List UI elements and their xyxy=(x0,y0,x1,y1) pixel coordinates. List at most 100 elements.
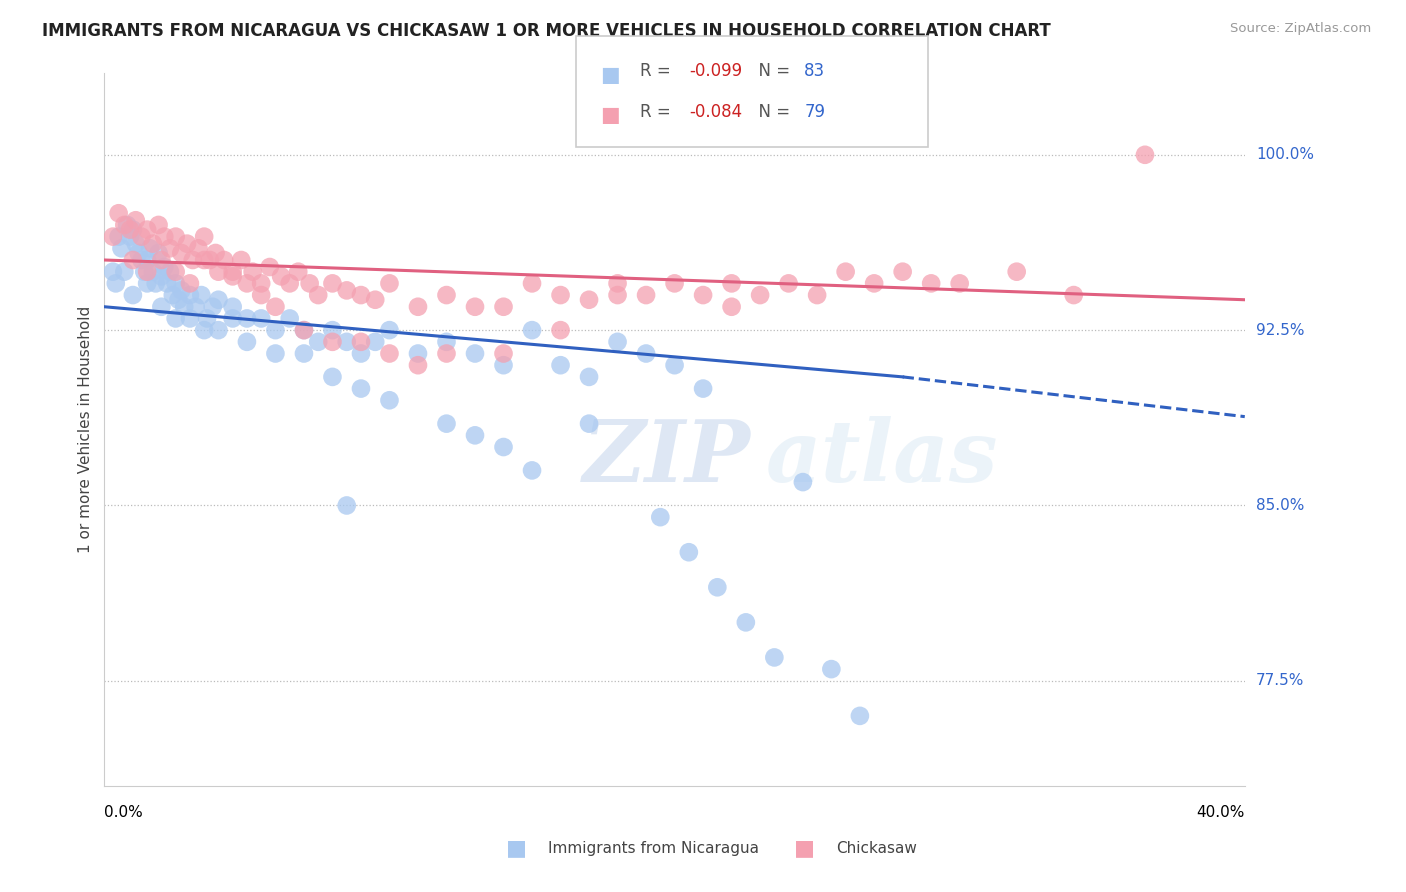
Point xyxy=(148,218,170,232)
Point xyxy=(148,246,170,260)
Point xyxy=(118,229,141,244)
Point xyxy=(863,277,886,291)
Point xyxy=(578,370,600,384)
Point xyxy=(378,346,401,360)
Text: 85.0%: 85.0% xyxy=(1256,498,1305,513)
Point xyxy=(242,265,264,279)
Point xyxy=(378,277,401,291)
Text: 83: 83 xyxy=(804,62,825,80)
Point xyxy=(806,288,828,302)
Point xyxy=(125,236,148,251)
Point xyxy=(122,222,145,236)
Point xyxy=(193,252,215,267)
Point xyxy=(107,229,129,244)
Point xyxy=(236,311,259,326)
Point xyxy=(167,293,190,307)
Text: N =: N = xyxy=(748,103,796,120)
Point xyxy=(136,222,159,236)
Point xyxy=(136,252,159,267)
Point xyxy=(749,288,772,302)
Point xyxy=(287,265,309,279)
Point xyxy=(122,252,145,267)
Point xyxy=(350,346,373,360)
Point xyxy=(250,288,273,302)
Point xyxy=(159,265,181,279)
Point xyxy=(142,265,165,279)
Point xyxy=(207,293,229,307)
Text: Chickasaw: Chickasaw xyxy=(837,841,918,856)
Point xyxy=(165,277,187,291)
Point xyxy=(307,288,329,302)
Point xyxy=(110,241,132,255)
Point xyxy=(1005,265,1028,279)
Point xyxy=(350,288,373,302)
Point xyxy=(165,265,187,279)
Point xyxy=(179,288,201,302)
Point xyxy=(321,323,343,337)
Text: atlas: atlas xyxy=(766,417,998,500)
Point xyxy=(170,284,193,298)
Point xyxy=(678,545,700,559)
Point xyxy=(436,417,458,431)
Point xyxy=(131,252,153,267)
Point xyxy=(1133,148,1156,162)
Point xyxy=(236,277,259,291)
Point xyxy=(763,650,786,665)
Point xyxy=(278,277,301,291)
Point xyxy=(436,334,458,349)
Point xyxy=(221,269,243,284)
Point xyxy=(464,428,486,442)
Point xyxy=(820,662,842,676)
Point xyxy=(436,288,458,302)
Point xyxy=(212,252,235,267)
Point xyxy=(122,288,145,302)
Text: 92.5%: 92.5% xyxy=(1256,323,1305,338)
Point xyxy=(734,615,756,630)
Point xyxy=(406,300,429,314)
Point xyxy=(636,288,658,302)
Point xyxy=(165,229,187,244)
Point xyxy=(321,334,343,349)
Point xyxy=(492,440,515,454)
Point xyxy=(250,311,273,326)
Point xyxy=(606,277,628,291)
Point xyxy=(278,311,301,326)
Text: ■: ■ xyxy=(600,65,620,85)
Point xyxy=(142,236,165,251)
Point xyxy=(406,358,429,372)
Text: Immigrants from Nicaragua: Immigrants from Nicaragua xyxy=(548,841,759,856)
Point xyxy=(650,510,672,524)
Point xyxy=(849,709,872,723)
Point xyxy=(170,246,193,260)
Point xyxy=(298,277,321,291)
Point xyxy=(112,265,135,279)
Point xyxy=(520,323,543,337)
Point xyxy=(550,358,572,372)
Text: 77.5%: 77.5% xyxy=(1256,673,1305,689)
Text: 40.0%: 40.0% xyxy=(1197,805,1244,820)
Point xyxy=(464,346,486,360)
Text: IMMIGRANTS FROM NICARAGUA VS CHICKASAW 1 OR MORE VEHICLES IN HOUSEHOLD CORRELATI: IMMIGRANTS FROM NICARAGUA VS CHICKASAW 1… xyxy=(42,22,1050,40)
Point xyxy=(336,284,359,298)
Point xyxy=(464,300,486,314)
Point xyxy=(520,277,543,291)
Point xyxy=(125,213,148,227)
Text: 100.0%: 100.0% xyxy=(1256,147,1315,162)
Point xyxy=(492,300,515,314)
Point xyxy=(173,300,195,314)
Point xyxy=(692,382,714,396)
Point xyxy=(176,236,198,251)
Point xyxy=(492,358,515,372)
Point xyxy=(1063,288,1085,302)
Point xyxy=(321,370,343,384)
Point xyxy=(159,241,181,255)
Text: ■: ■ xyxy=(600,105,620,125)
Text: N =: N = xyxy=(748,62,796,80)
Text: 79: 79 xyxy=(804,103,825,120)
Point xyxy=(664,358,686,372)
Point xyxy=(190,288,212,302)
Point xyxy=(139,241,162,255)
Point xyxy=(221,300,243,314)
Point xyxy=(150,300,173,314)
Point xyxy=(378,323,401,337)
